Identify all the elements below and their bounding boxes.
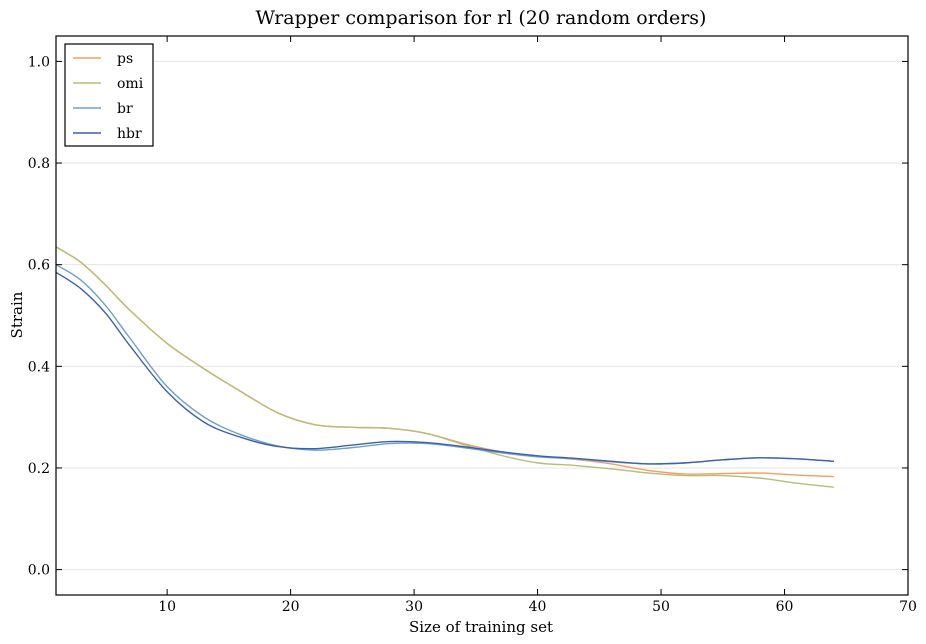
plot-frame (55, 35, 909, 596)
y-tick-label: 0.8 (28, 156, 50, 172)
chart-title: Wrapper comparison for rl (20 random ord… (256, 7, 707, 29)
legend-label-omi: omi (117, 76, 144, 92)
y-tick-label: 1.0 (28, 54, 50, 70)
x-tick-label: 20 (282, 599, 300, 615)
y-axis-label: Strain (8, 291, 26, 338)
x-tick-label: 70 (899, 599, 917, 615)
legend-label-ps: ps (117, 51, 133, 67)
y-tick-label: 0.4 (28, 359, 50, 375)
legend-box (64, 43, 154, 147)
y-tick-label: 0.6 (28, 258, 50, 274)
x-axis-label: Size of training set (409, 618, 553, 636)
legend-label-br: br (117, 101, 133, 117)
series-lines (55, 246, 834, 488)
legend-label-hbr: hbr (117, 126, 142, 142)
x-tick-label: 60 (776, 599, 794, 615)
series-line-ps (55, 246, 834, 478)
x-tick-label: 10 (158, 599, 176, 615)
x-tick-label: 50 (652, 599, 670, 615)
series-line-hbr (55, 271, 834, 465)
grid-lines (56, 60, 908, 571)
x-tick-label: 30 (405, 599, 423, 615)
x-tick-label: 40 (529, 599, 547, 615)
legend: ps omi br hbr (64, 43, 154, 147)
series-line-br (55, 264, 834, 465)
series-line-omi (55, 246, 834, 488)
y-tick-label: 0.2 (28, 461, 50, 477)
axis-ticks: 0.0 0.2 0.4 0.6 0.8 1.0 10 20 30 40 50 60 70 (28, 36, 917, 615)
y-tick-label: 0.0 (28, 563, 50, 579)
